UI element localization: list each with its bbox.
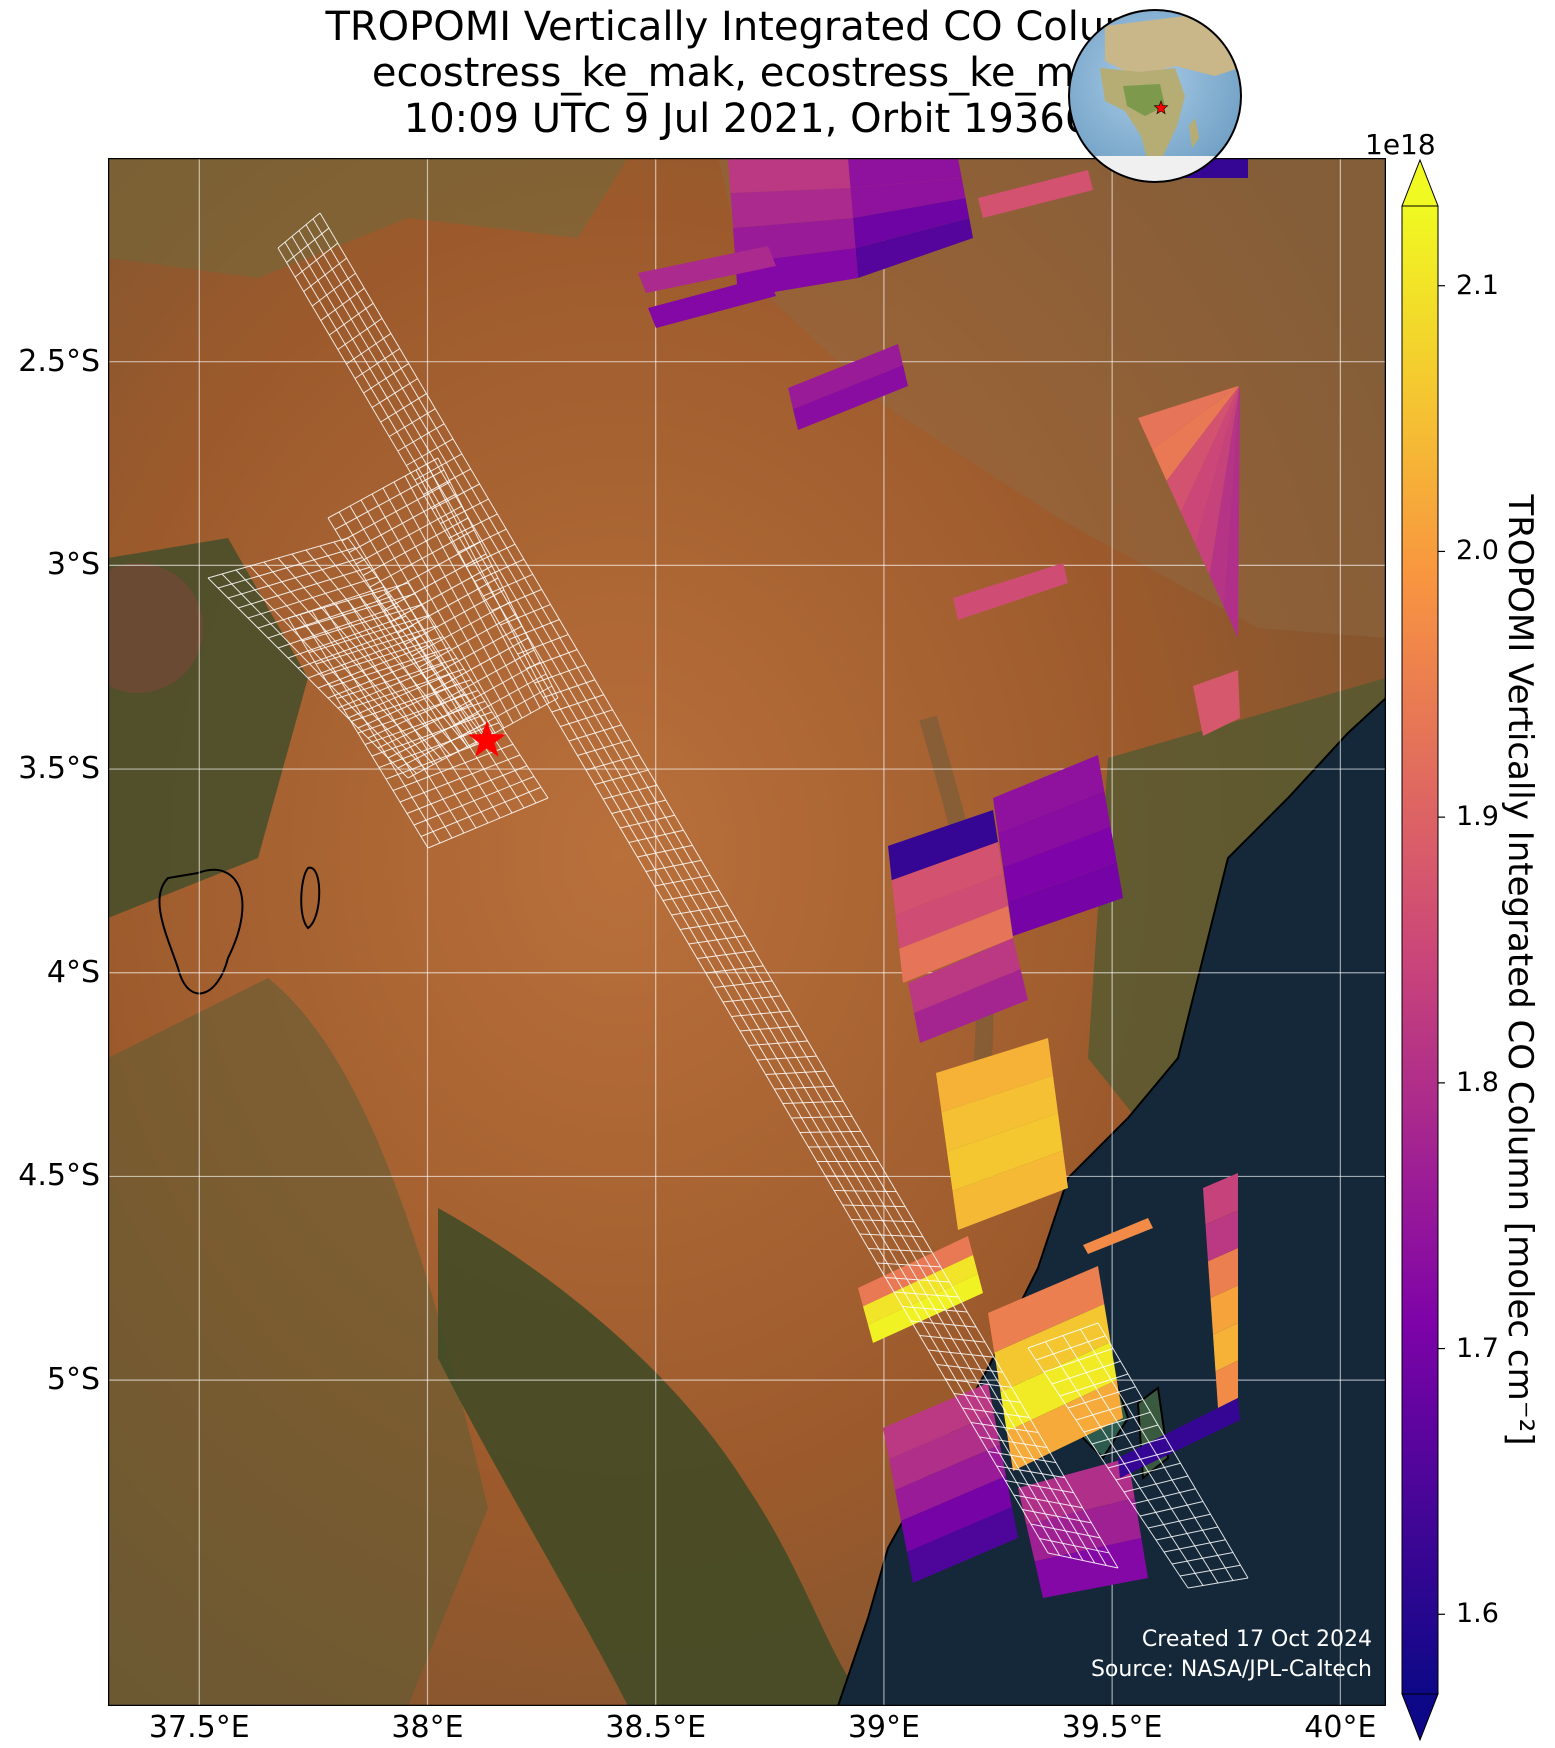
co-pixel <box>1215 1360 1238 1408</box>
co-pixel <box>648 276 776 328</box>
co-pixel <box>1026 1498 1142 1562</box>
colorbar <box>1401 158 1445 1742</box>
ecostress-scene-grid <box>287 582 549 849</box>
ecostress-swath-grid <box>277 212 1119 1569</box>
colorbar-tick-label: 1.8 <box>1456 1066 1499 1098</box>
ecostress-scene-grid <box>207 537 494 779</box>
co-pixel <box>1166 386 1239 513</box>
colorbar-extend-min <box>1401 1693 1439 1742</box>
lon-tick-label: 39°E <box>847 1710 920 1745</box>
credit-source: Source: NASA/JPL-Caltech <box>1090 1657 1372 1682</box>
co-pixel <box>1006 1380 1123 1471</box>
co-pixel <box>1193 670 1240 736</box>
co-pixel <box>1000 1342 1117 1432</box>
co-pixel <box>1138 386 1239 450</box>
lon-tick-label: 40°E <box>1304 1710 1377 1745</box>
co-pixel <box>793 365 908 430</box>
colorbar-tick-label: 1.6 <box>1456 1598 1499 1630</box>
co-pixel <box>855 218 973 278</box>
co-pixel <box>888 810 998 881</box>
colorbar-tick-label: 2.0 <box>1456 535 1499 567</box>
ecostress-scene-grid <box>1027 1322 1249 1589</box>
co-pixel <box>895 1445 1006 1521</box>
lat-tick-label: 4°S <box>46 954 100 990</box>
co-pixel <box>953 563 1068 620</box>
colorbar-gradient <box>1401 205 1439 1695</box>
co-pixel <box>1213 1323 1238 1372</box>
co-pixel <box>994 1304 1111 1392</box>
title-line-3: 10:09 UTC 9 Jul 2021, Orbit 19366 <box>403 96 1091 142</box>
lon-tick-label: 37.5°E <box>148 1710 250 1745</box>
co-pixel <box>993 755 1105 833</box>
co-pixel <box>1008 862 1123 936</box>
map-panel[interactable]: Created 17 Oct 2024 Source: NASA/JPL-Cal… <box>108 158 1386 1706</box>
lon-tick-label: 39.5°E <box>1061 1710 1163 1745</box>
colorbar-exponent: 1e18 <box>1365 128 1436 161</box>
co-pixel <box>1223 387 1240 638</box>
colorbar-extend-max <box>1401 158 1439 207</box>
co-pixel <box>1034 1538 1148 1598</box>
target-site-star <box>467 720 506 757</box>
co-pixel <box>730 188 853 228</box>
lon-tick-label: 38°E <box>391 1710 464 1745</box>
co-pixel <box>883 1383 994 1459</box>
co-pixel <box>895 874 1008 949</box>
co-pixel <box>988 1266 1105 1353</box>
co-pixel <box>1209 387 1240 607</box>
co-pixel <box>1083 1218 1153 1254</box>
co-pixel <box>850 178 966 218</box>
map-overlay <box>108 158 1386 1706</box>
co-pixel <box>952 1150 1068 1230</box>
ecostress-scene-grid <box>327 457 559 749</box>
co-pixel <box>1210 1285 1238 1335</box>
co-pixel <box>788 344 903 409</box>
co-pixel <box>1203 1173 1238 1225</box>
co-pixel <box>998 790 1111 867</box>
title-line-1: TROPOMI Vertically Integrated CO Column <box>325 4 1169 50</box>
co-pixel <box>1180 386 1240 544</box>
co-pixel <box>638 246 776 293</box>
co-pixel <box>978 170 1093 218</box>
colorbar-tick-label: 2.1 <box>1456 269 1499 301</box>
co-pixel <box>891 842 1003 915</box>
colorbar-tick-label: 1.7 <box>1456 1332 1499 1364</box>
co-pixel <box>914 969 1028 1043</box>
co-pixel <box>1118 1398 1240 1478</box>
map-frame <box>108 158 1386 1706</box>
lat-tick-label: 4.5°S <box>18 1158 100 1194</box>
co-pixel <box>728 158 851 193</box>
co-pixel <box>941 1075 1058 1152</box>
co-pixel <box>947 1113 1063 1191</box>
co-pixel <box>907 1507 1018 1583</box>
co-pixel <box>1003 826 1117 902</box>
co-pixel <box>1018 1458 1135 1525</box>
co-pixel <box>899 906 1013 983</box>
colorbar-tick-label: 1.9 <box>1456 801 1499 833</box>
lat-tick-label: 3.5°S <box>18 751 100 787</box>
co-pixel <box>936 1038 1053 1113</box>
title-line-2: ecostress_ke_mak, ecostress_ke_mak <box>371 50 1123 96</box>
co-pixel <box>1208 1248 1238 1298</box>
colorbar-label: TROPOMI Vertically Integrated CO Column … <box>1500 494 1540 1446</box>
co-pixel <box>863 1255 978 1325</box>
lat-tick-label: 5°S <box>46 1362 100 1398</box>
globe-site-star <box>1153 100 1169 115</box>
co-pixel <box>1195 387 1240 576</box>
co-pixel <box>908 938 1021 1013</box>
co-pixel <box>1152 386 1239 481</box>
lat-tick-label: 2.5°S <box>18 343 100 379</box>
inset-globe <box>1068 9 1242 183</box>
co-pixel <box>848 158 962 188</box>
credit-created: Created 17 Oct 2024 <box>1141 1627 1372 1652</box>
co-pixel <box>889 1414 1000 1490</box>
co-pixel <box>858 1236 973 1307</box>
co-pixel <box>853 198 970 248</box>
co-pixel <box>901 1476 1012 1552</box>
lon-tick-label: 38.5°E <box>605 1710 707 1745</box>
co-pixel <box>1205 1210 1238 1262</box>
lat-tick-label: 3°S <box>46 547 100 583</box>
